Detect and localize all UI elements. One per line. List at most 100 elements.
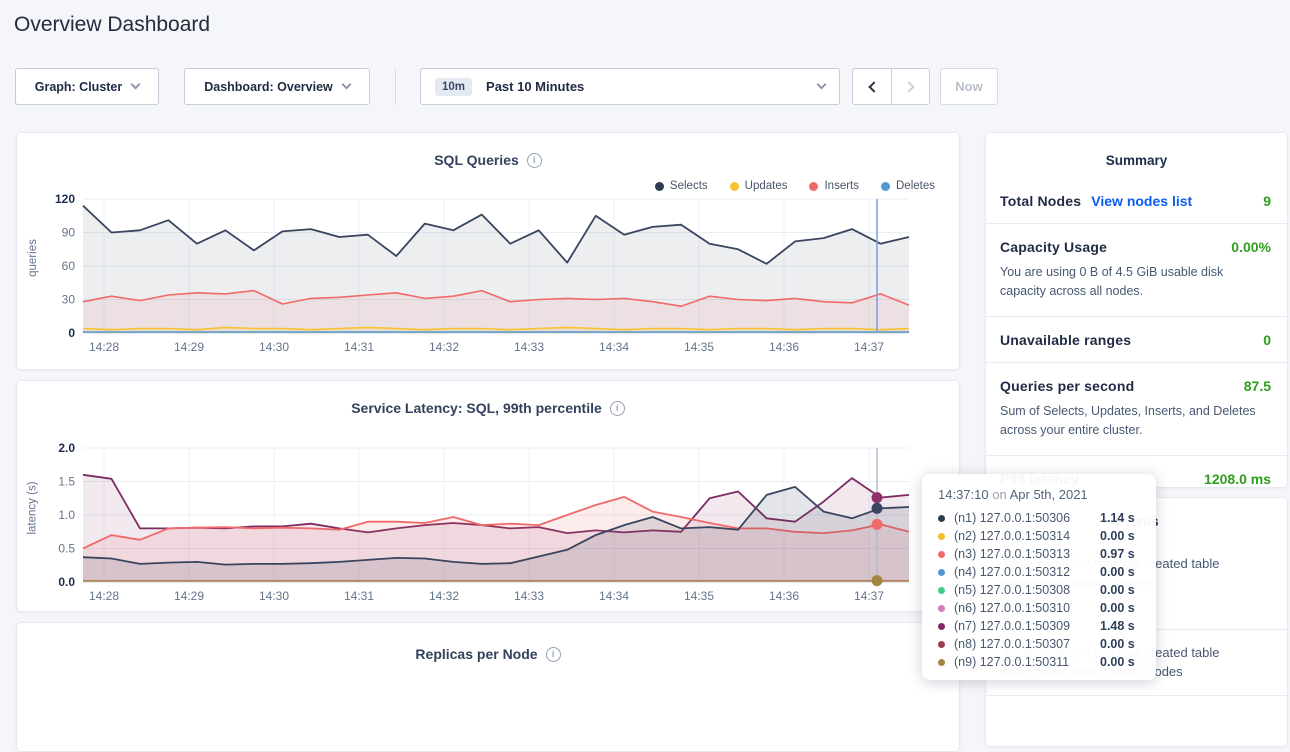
svg-text:120: 120 bbox=[55, 192, 75, 206]
svg-text:14:36: 14:36 bbox=[769, 589, 799, 603]
node-address: (n1) 127.0.0.1:50306 bbox=[954, 511, 1071, 525]
svg-text:14:29: 14:29 bbox=[174, 340, 204, 354]
time-forward-button-disabled[interactable] bbox=[891, 69, 929, 104]
svg-text:14:31: 14:31 bbox=[344, 340, 374, 354]
sql-queries-chart[interactable]: 14:28 14:29 14:30 14:31 14:32 14:33 14:34 14:35… bbox=[17, 189, 959, 365]
now-button-disabled[interactable]: Now bbox=[940, 68, 998, 105]
summary-value: 1208.0 ms bbox=[1204, 470, 1271, 487]
tooltip-node-row: (n8) 127.0.0.1:50307 0.00 s bbox=[938, 635, 1140, 653]
svg-text:14:34: 14:34 bbox=[599, 589, 629, 603]
summary-description: Sum of Selects, Updates, Inserts, and De… bbox=[1000, 403, 1256, 438]
svg-text:60: 60 bbox=[62, 259, 76, 273]
svg-text:0.0: 0.0 bbox=[58, 575, 75, 589]
svg-text:2.0: 2.0 bbox=[58, 441, 75, 455]
node-address: (n2) 127.0.0.1:50314 bbox=[954, 529, 1071, 543]
tooltip-node-row: (n7) 127.0.0.1:50309 1.48 s bbox=[938, 617, 1140, 635]
dashboard-dropdown[interactable]: Dashboard: Overview bbox=[184, 68, 370, 105]
summary-value: 87.5 bbox=[1243, 377, 1271, 394]
legend-label: Updates bbox=[744, 180, 788, 192]
tooltip-node-row: (n1) 127.0.0.1:50306 1.14 s bbox=[938, 509, 1140, 527]
node-color-dot bbox=[938, 514, 945, 522]
time-range-label: Past 10 Minutes bbox=[486, 79, 585, 94]
node-latency-value: 0.00 s bbox=[1100, 637, 1135, 651]
sql-queries-chart-card: SQL Queries i Selects Updates Inserts Delet… bbox=[16, 132, 960, 370]
info-icon[interactable]: i bbox=[545, 646, 561, 662]
svg-text:14:33: 14:33 bbox=[514, 589, 544, 603]
node-latency-value: 0.97 s bbox=[1100, 547, 1135, 561]
time-back-button[interactable] bbox=[853, 69, 891, 104]
legend-item-deletes[interactable]: Deletes bbox=[881, 180, 935, 192]
svg-text:14:37: 14:37 bbox=[854, 589, 884, 603]
node-color-dot bbox=[938, 586, 945, 594]
info-icon[interactable]: i bbox=[526, 152, 542, 168]
info-icon[interactable]: i bbox=[609, 400, 625, 416]
view-nodes-list-link[interactable]: View nodes list bbox=[1091, 193, 1193, 209]
svg-text:0.5: 0.5 bbox=[58, 542, 75, 556]
summary-value: 0 bbox=[1263, 331, 1271, 348]
chart-legend: Selects Updates Inserts Deletes bbox=[654, 180, 935, 192]
chart-title: Replicas per Node bbox=[415, 646, 538, 662]
node-address: (n9) 127.0.0.1:50311 bbox=[954, 655, 1070, 669]
service-latency-chart[interactable]: 14:28 14:29 14:30 14:31 14:32 14:33 14:34 14:35… bbox=[17, 438, 959, 614]
svg-text:14:30: 14:30 bbox=[259, 589, 289, 603]
time-range-dropdown[interactable]: 10m Past 10 Minutes bbox=[420, 68, 840, 105]
summary-label: Unavailable ranges bbox=[1000, 331, 1132, 348]
node-address: (n7) 127.0.0.1:50309 bbox=[954, 619, 1071, 633]
svg-text:14:36: 14:36 bbox=[769, 340, 799, 354]
node-latency-value: 0.00 s bbox=[1100, 583, 1135, 597]
legend-item-inserts[interactable]: Inserts bbox=[809, 180, 859, 192]
svg-text:1.5: 1.5 bbox=[58, 475, 75, 489]
tooltip-node-row: (n2) 127.0.0.1:50314 0.00 s bbox=[938, 527, 1140, 545]
graph-scope-label: Graph: Cluster bbox=[34, 79, 123, 94]
summary-row-unavailable-ranges: Unavailable ranges 0 bbox=[986, 317, 1287, 363]
svg-text:0: 0 bbox=[68, 326, 75, 340]
chevron-left-icon bbox=[867, 80, 880, 93]
svg-text:14:32: 14:32 bbox=[429, 340, 459, 354]
tooltip-node-row: (n9) 127.0.0.1:50311 0.00 s bbox=[938, 653, 1140, 671]
svg-text:1.0: 1.0 bbox=[58, 508, 75, 522]
node-latency-value: 0.00 s bbox=[1100, 565, 1135, 579]
tooltip-node-row: (n4) 127.0.0.1:50312 0.00 s bbox=[938, 563, 1140, 581]
summary-label: Total Nodes bbox=[1000, 193, 1082, 209]
legend-item-selects[interactable]: Selects bbox=[654, 180, 708, 192]
node-color-dot bbox=[938, 604, 945, 612]
node-latency-value: 1.48 s bbox=[1100, 619, 1135, 633]
node-color-dot bbox=[938, 658, 945, 666]
chevron-down-icon bbox=[816, 79, 827, 90]
toolbar-divider bbox=[395, 68, 396, 105]
chart-title: Service Latency: SQL, 99th percentile bbox=[351, 400, 602, 416]
legend-dot bbox=[809, 181, 819, 191]
node-latency-value: 0.00 s bbox=[1100, 601, 1135, 615]
legend-dot bbox=[729, 181, 739, 191]
legend-item-updates[interactable]: Updates bbox=[729, 180, 788, 192]
dashboard-label: Dashboard: Overview bbox=[204, 79, 333, 94]
svg-text:14:34: 14:34 bbox=[599, 340, 629, 354]
legend-label: Deletes bbox=[896, 180, 935, 192]
node-address: (n4) 127.0.0.1:50312 bbox=[954, 565, 1071, 579]
summary-row-total-nodes: Total Nodes View nodes list 9 bbox=[986, 178, 1287, 224]
legend-dot bbox=[654, 181, 664, 191]
summary-panel: Summary Total Nodes View nodes list 9 Ca… bbox=[985, 132, 1288, 488]
summary-row-queries-per-second: Queries per second 87.5 Sum of Selects, … bbox=[986, 363, 1287, 456]
summary-description: You are using 0 B of 4.5 GiB usable disk… bbox=[1000, 265, 1224, 299]
graph-scope-dropdown[interactable]: Graph: Cluster bbox=[15, 68, 159, 105]
summary-row-capacity-usage: Capacity Usage 0.00% You are using 0 B o… bbox=[986, 224, 1287, 317]
page-title: Overview Dashboard bbox=[14, 13, 211, 36]
svg-text:90: 90 bbox=[62, 226, 76, 240]
node-address: (n8) 127.0.0.1:50307 bbox=[954, 637, 1071, 651]
tooltip-node-row: (n6) 127.0.0.1:50310 0.00 s bbox=[938, 599, 1140, 617]
legend-label: Selects bbox=[669, 180, 708, 192]
chevron-down-icon bbox=[341, 79, 352, 90]
svg-text:14:30: 14:30 bbox=[259, 340, 289, 354]
node-address: (n6) 127.0.0.1:50310 bbox=[954, 601, 1071, 615]
summary-heading: Summary bbox=[1105, 153, 1168, 168]
svg-text:14:33: 14:33 bbox=[514, 340, 544, 354]
svg-text:14:28: 14:28 bbox=[89, 340, 119, 354]
svg-text:14:32: 14:32 bbox=[429, 589, 459, 603]
replicas-per-node-chart-card: Replicas per Node i bbox=[16, 622, 960, 752]
legend-label: Inserts bbox=[824, 180, 859, 192]
tooltip-node-row: (n5) 127.0.0.1:50308 0.00 s bbox=[938, 581, 1140, 599]
legend-dot bbox=[881, 181, 890, 191]
node-latency-value: 0.00 s bbox=[1100, 655, 1135, 669]
summary-label: Capacity Usage bbox=[1000, 239, 1108, 255]
